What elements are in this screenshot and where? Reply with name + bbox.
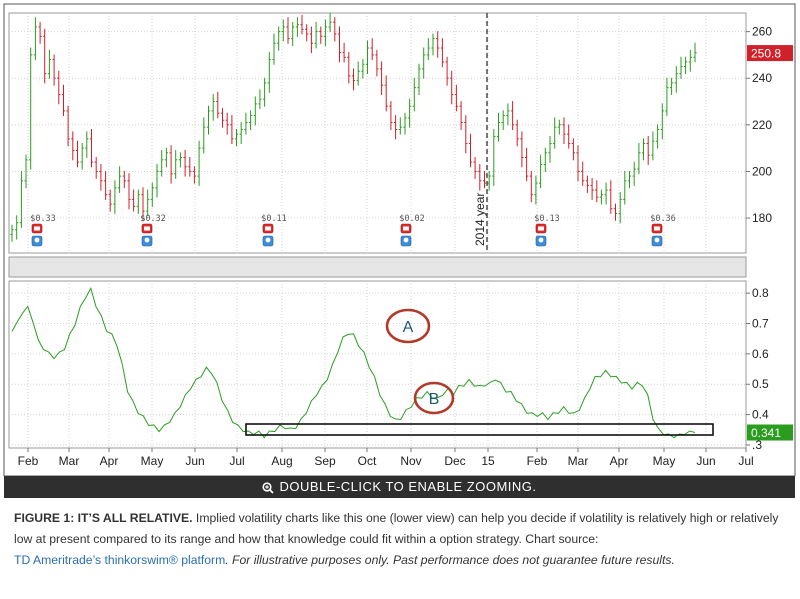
price-y-tick-label: 240: [752, 71, 772, 85]
volatility-y-tick-label: 0.4: [752, 408, 769, 422]
implied-volatility-line: [11, 286, 696, 439]
dividend-icon-detail: [538, 226, 544, 231]
zoom-hint-label: DOUBLE-CLICK TO ENABLE ZOOMING.: [279, 479, 537, 494]
dividend-label: $0.13: [534, 214, 560, 224]
dividend-icon-detail: [34, 226, 40, 231]
x-tick-label: Jul: [738, 454, 753, 468]
x-tick-label: Mar: [59, 454, 80, 468]
x-tick-label: Jul: [229, 454, 244, 468]
year-divider-label: 2014 year: [473, 193, 487, 246]
earnings-icon-detail: [144, 237, 150, 243]
caption-heading: FIGURE 1: IT’S ALL RELATIVE.: [14, 511, 193, 525]
price-y-tick-label: 180: [752, 211, 772, 225]
last-volatility-badge: [747, 424, 793, 441]
earnings-icon-detail: [654, 237, 660, 243]
x-tick-label: Aug: [271, 454, 292, 468]
x-tick-label: Nov: [400, 454, 421, 468]
x-tick-label: Jun: [185, 454, 204, 468]
price-y-tick-label: 200: [752, 164, 772, 178]
earnings-icon-detail: [538, 237, 544, 243]
last-price-label: 250.8: [751, 47, 781, 61]
earnings-icon-detail: [265, 237, 271, 243]
volatility-y-tick-label: 0.5: [752, 377, 769, 391]
caption-disclaimer: . For illustrative purposes only. Past p…: [225, 553, 675, 567]
price-panel-border: [8, 12, 747, 254]
annotation-circle: [413, 381, 455, 415]
caption-body: Implied volatility charts like this one …: [14, 511, 779, 546]
price-y-tick-label: 260: [752, 25, 772, 39]
volatility-y-tick-label: 0.6: [752, 347, 769, 361]
x-tick-label: Oct: [358, 454, 377, 468]
annotation-label: B: [429, 391, 440, 408]
low-range-box: [245, 423, 714, 436]
x-tick-label: Apr: [610, 454, 629, 468]
dividend-icon-detail: [403, 226, 409, 231]
dividend-icon-detail: [144, 226, 150, 231]
panel-separator: [8, 256, 747, 278]
x-tick-label: Sep: [314, 454, 336, 468]
x-tick-label: Dec: [444, 454, 465, 468]
dividend-icon-detail: [654, 226, 660, 231]
volatility-y-tick-label: .3: [752, 438, 762, 452]
x-tick-label: May: [141, 454, 164, 468]
chart-area: Feb Mar Apr May Jun Jul Aug Sep Oct Nov Dec 15 Feb Ma…: [3, 3, 796, 476]
earnings-icon-detail: [403, 237, 409, 243]
dividend-label: $0.36: [650, 214, 676, 224]
x-tick-label: Jun: [696, 454, 715, 468]
dividend-icon-detail: [265, 226, 271, 231]
price-y-tick-label: 220: [752, 118, 772, 132]
magnifier-icon: [262, 481, 275, 494]
x-tick-label: Feb: [18, 454, 39, 468]
volatility-panel-border: [8, 280, 747, 449]
volatility-y-tick-label: 0.7: [752, 317, 769, 331]
caption-source-link[interactable]: TD Ameritrade’s thinkorswim® platform: [14, 553, 226, 567]
last-volatility-label: 0.341: [751, 426, 781, 440]
earnings-icon-detail: [34, 237, 40, 243]
dividend-label: $0.11: [261, 214, 287, 224]
annotation-circle: [385, 308, 431, 344]
x-tick-label: 15: [481, 454, 495, 468]
x-tick-label: May: [653, 454, 676, 468]
x-tick-label: Apr: [100, 454, 119, 468]
dividend-label: $0.32: [140, 214, 166, 224]
dividend-label: $0.02: [399, 214, 425, 224]
annotation-label: A: [403, 319, 414, 336]
last-price-badge: [747, 45, 793, 62]
zoom-hint-bar[interactable]: DOUBLE-CLICK TO ENABLE ZOOMING.: [4, 476, 795, 498]
volatility-y-tick-label: 0.8: [752, 286, 769, 300]
x-tick-label: Mar: [568, 454, 589, 468]
figure-caption: FIGURE 1: IT’S ALL RELATIVE. Implied vol…: [14, 508, 789, 571]
dividend-label: $0.33: [30, 214, 56, 224]
x-tick-label: Feb: [527, 454, 548, 468]
